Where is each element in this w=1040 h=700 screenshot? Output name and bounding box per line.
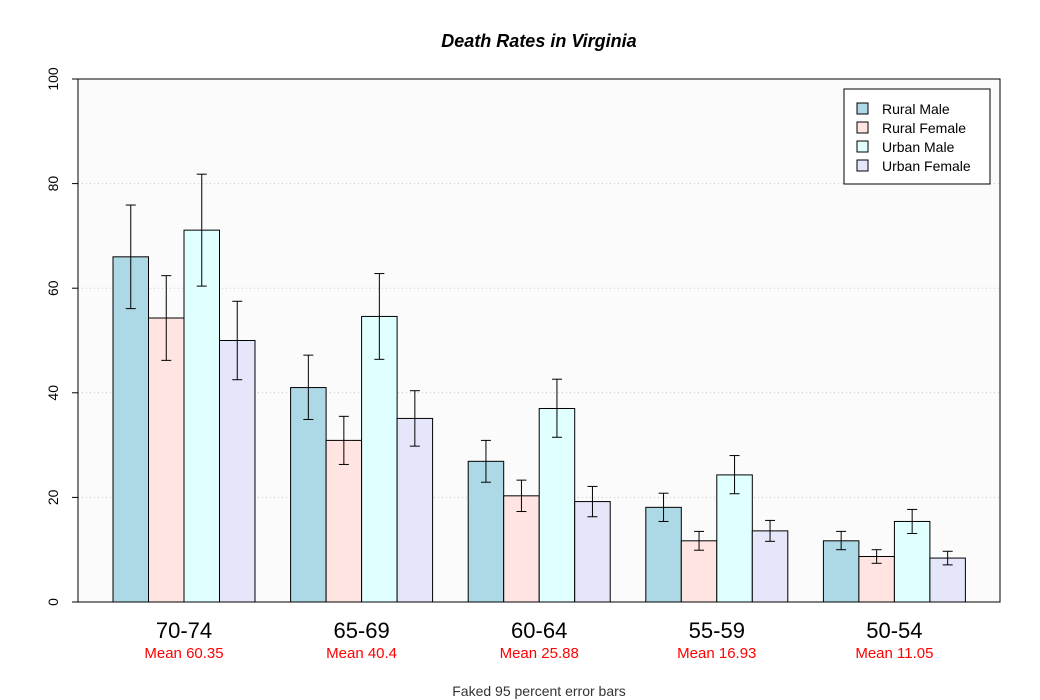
y-tick-label: 60 — [45, 280, 61, 296]
bar — [503, 495, 540, 603]
y-tick-label: 40 — [45, 385, 61, 401]
bar — [645, 506, 682, 603]
y-tick-label: 0 — [45, 598, 61, 606]
bar — [467, 460, 505, 603]
x-category-label: 70-74 — [156, 618, 212, 643]
bar — [290, 387, 327, 603]
category-mean-label: Mean 40.4 — [326, 645, 397, 662]
bar — [325, 439, 363, 603]
x-axis-title: Faked 95 percent error bars — [452, 683, 626, 699]
legend-entry: Urban Female — [882, 158, 971, 174]
legend-swatch — [856, 140, 869, 153]
bar — [680, 540, 718, 603]
category-mean-label: Mean 16.93 — [677, 645, 756, 662]
bar — [112, 256, 149, 603]
bar — [396, 417, 434, 603]
bar — [183, 229, 220, 603]
y-axis: 0 20 40 60 80 100 — [45, 67, 79, 606]
category-mean-label: Mean 25.88 — [500, 645, 579, 662]
x-category-label: 50-54 — [866, 618, 922, 643]
legend-swatch — [856, 102, 869, 115]
legend-entry: Rural Female — [882, 120, 966, 136]
x-category-label: 60-64 — [511, 618, 567, 643]
legend: Rural Male Rural Female Urban Male Urban Fe… — [843, 88, 991, 185]
bar — [538, 407, 576, 603]
category-mean-label: Mean 11.05 — [855, 645, 933, 662]
x-category-label: 55-59 — [689, 618, 745, 643]
bar — [361, 315, 398, 603]
y-tick-label: 80 — [45, 176, 61, 192]
category-mean-label: Mean 60.35 — [144, 645, 223, 662]
x-axis-labels: 70-74 Mean 60.35 65-69 Mean 40.4 60-64 Mean 2… — [144, 618, 933, 662]
legend-entry: Urban Male — [882, 139, 955, 155]
legend-swatch — [856, 121, 869, 134]
error-bars — [125, 173, 953, 566]
chart-title: Death Rates in Virginia — [441, 31, 636, 51]
x-category-label: 65-69 — [333, 618, 389, 643]
y-tick-label: 100 — [45, 67, 61, 91]
y-tick-label: 20 — [45, 489, 61, 505]
legend-swatch — [856, 159, 869, 172]
legend-entry: Rural Male — [882, 101, 950, 117]
